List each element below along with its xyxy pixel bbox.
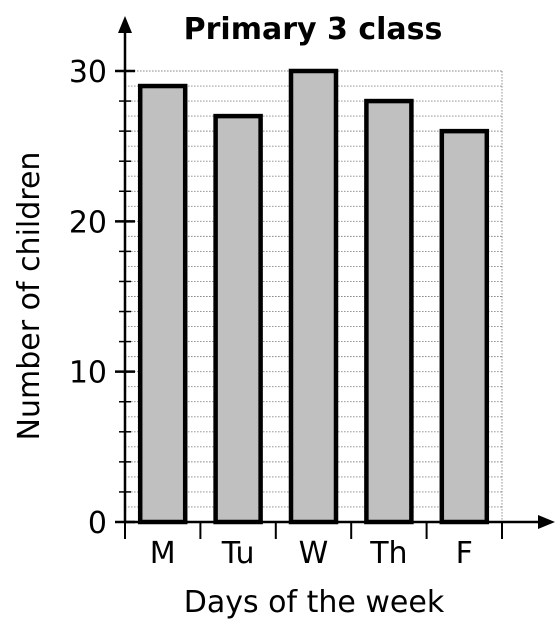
bar [288, 68, 339, 525]
y-tick-label: 20 [69, 205, 107, 240]
bar [439, 128, 490, 525]
x-tick-label: Tu [221, 536, 255, 571]
x-tick-label: F [456, 536, 473, 571]
y-axis-ticks: 0 10 20 30 [69, 55, 135, 541]
bar [213, 113, 263, 525]
y-axis-label: Number of children [12, 152, 47, 441]
bar [364, 98, 414, 525]
x-tick-label: M [150, 536, 176, 571]
bar [137, 83, 188, 525]
x-tick-label: W [299, 536, 329, 571]
x-axis-ticks: M Tu W Th F [124, 522, 503, 571]
x-tick-label: Th [369, 536, 407, 571]
y-axis-arrow [118, 16, 132, 33]
y-tick-label: 10 [69, 356, 107, 391]
y-tick-label: 30 [69, 55, 107, 90]
y-tick-label: 0 [88, 506, 107, 541]
x-axis-label: Days of the week [184, 585, 445, 619]
x-axis-arrow [538, 515, 555, 529]
gridlines [125, 70, 503, 522]
chart-title: Primary 3 class [184, 12, 443, 47]
